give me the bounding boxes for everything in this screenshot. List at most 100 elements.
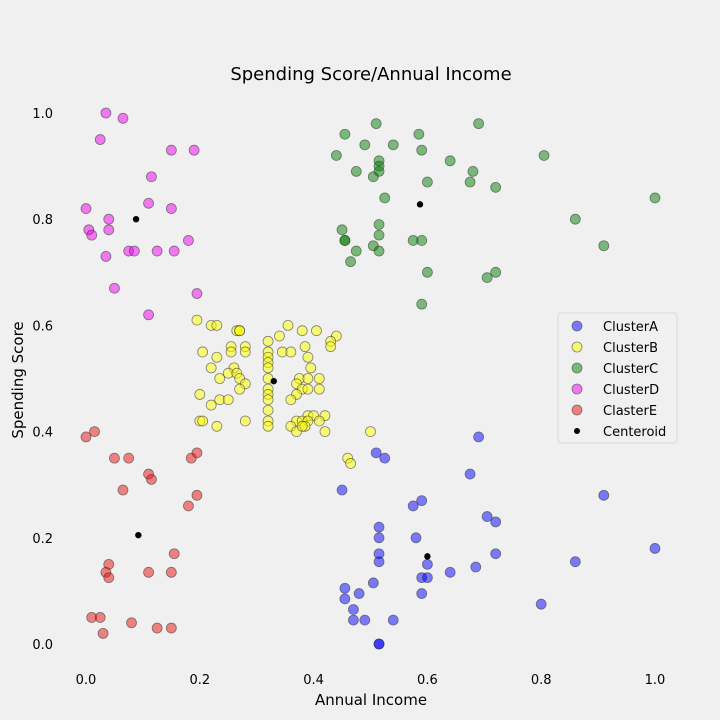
legend-label: ClusterC: [603, 362, 658, 377]
clustera-point: [444, 566, 456, 578]
clustera-point: [336, 484, 348, 496]
clusterd-point: [143, 197, 154, 209]
clastere-point: [151, 622, 163, 634]
clustera-point: [410, 532, 422, 544]
clusterb-point: [194, 389, 206, 400]
clusterb-point: [225, 346, 237, 358]
x-axis-ticks: 0.0 0.2 0.4 0.6 0.8 1.0: [76, 673, 666, 688]
clusterb-point: [311, 325, 322, 337]
clusterc-point: [481, 272, 493, 284]
clusterb-point: [296, 420, 308, 432]
y-axis-ticks: 0.0 0.2 0.4 0.6 0.8 1.0: [32, 107, 53, 653]
clusterb-point: [211, 420, 223, 432]
clusterd-point: [103, 213, 115, 225]
clustera-point: [416, 495, 428, 507]
clustera-point: [359, 614, 371, 626]
clusterc-point: [339, 128, 351, 140]
clusterc-point: [598, 240, 610, 252]
clusterb-point: [285, 394, 297, 406]
clusterc-point: [490, 266, 502, 278]
clusterd-point: [146, 171, 157, 183]
clusterc-point: [416, 144, 428, 156]
clustera-point: [348, 614, 359, 626]
x-tick-label: 0.8: [531, 673, 552, 688]
clusterc-point: [421, 176, 433, 188]
clusterc-point: [373, 245, 385, 257]
clustera-point: [481, 511, 493, 522]
clusterc-point: [367, 171, 379, 183]
clusterb-point: [296, 325, 308, 337]
clusterb-point: [313, 383, 325, 395]
clusterb-point: [211, 319, 223, 331]
legend-marker: [571, 404, 583, 416]
clusterd-point: [109, 282, 120, 294]
clastere-point: [109, 452, 120, 464]
legend-label: ClusterD: [603, 383, 659, 398]
clustera-point: [379, 452, 391, 464]
y-axis-label: Spending Score: [9, 321, 27, 438]
clusterd-point: [165, 144, 177, 156]
clustera-point: [464, 468, 476, 480]
clastere-point: [185, 452, 197, 464]
clastere-point: [103, 572, 115, 584]
clastere-point: [89, 426, 100, 438]
legend-marker: [571, 341, 583, 353]
clustera-point: [339, 593, 351, 605]
legend-label: ClasterE: [603, 404, 657, 419]
clusterb-point: [365, 426, 376, 438]
clusterd-point: [117, 112, 129, 124]
clusterc-point: [373, 219, 385, 230]
clusterc-point: [330, 150, 342, 161]
clustera-point: [598, 489, 610, 501]
legend: ClusterA ClusterB ClusterC ClusterD ClasterE…: [557, 312, 678, 444]
clustera-point: [373, 521, 385, 533]
clusterb-point: [305, 362, 317, 374]
clustera-point: [416, 588, 428, 599]
clusterd-point: [191, 288, 203, 299]
clusterc-point: [370, 118, 382, 130]
clusterc-point: [413, 128, 425, 140]
y-tick-label: 0.4: [32, 426, 53, 441]
clusterb-point: [234, 383, 246, 395]
clusterd-point: [94, 134, 106, 145]
clusterb-point: [302, 373, 314, 384]
clusterb-point: [205, 399, 217, 411]
x-axis-label: Annual Income: [315, 691, 427, 709]
clustera-point: [373, 532, 385, 544]
clastere-point: [146, 473, 157, 485]
clusterc-point: [473, 118, 485, 130]
x-tick-label: 0.6: [417, 673, 438, 688]
clusterc-point: [444, 155, 456, 167]
centroid-point: [424, 553, 431, 560]
clusterb-point: [274, 330, 285, 342]
clusterc-point: [373, 229, 385, 241]
clastere-point: [191, 489, 203, 501]
clustera-point: [373, 556, 385, 568]
clastere-point: [123, 452, 135, 464]
clusterd-point: [168, 245, 180, 257]
y-tick-label: 0.6: [32, 319, 53, 334]
legend-box: [557, 312, 678, 444]
clusterb-point: [313, 415, 325, 427]
clusterb-point: [239, 346, 251, 358]
clusterb-point: [262, 394, 274, 406]
clustera-point: [470, 561, 482, 573]
clusterc-point: [416, 235, 428, 246]
clusterb-point: [313, 373, 325, 384]
clastere-point: [165, 622, 177, 634]
legend-label: ClusterB: [603, 341, 658, 356]
clusterb-point: [234, 325, 246, 337]
y-tick-label: 0.0: [32, 638, 53, 653]
clusterb-point: [222, 394, 234, 406]
clusterc-point: [336, 224, 348, 236]
clusterb-point: [345, 458, 356, 469]
clusterd-point: [86, 229, 98, 241]
clusterb-point: [262, 420, 274, 432]
clastere-point: [80, 431, 92, 443]
clustera-point: [473, 431, 485, 443]
legend-marker: [571, 383, 583, 395]
clusterb-point: [262, 362, 274, 374]
clustera-point: [421, 558, 433, 570]
clustera-point: [348, 604, 359, 615]
clustera-point: [535, 598, 547, 610]
